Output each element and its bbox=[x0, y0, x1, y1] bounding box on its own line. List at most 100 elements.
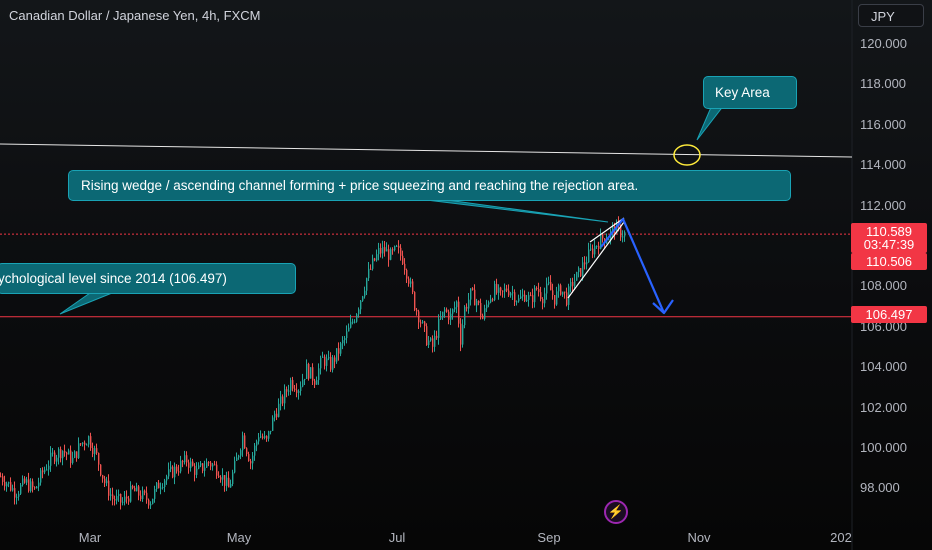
candle-body bbox=[278, 403, 280, 417]
candle-body bbox=[372, 258, 374, 269]
candle-body bbox=[178, 471, 180, 473]
candle-body bbox=[388, 249, 390, 260]
candle-body bbox=[426, 326, 428, 346]
candle-body bbox=[532, 295, 534, 303]
candle-body bbox=[556, 291, 558, 305]
candle-body bbox=[306, 364, 308, 379]
candle-body bbox=[468, 299, 470, 309]
candle-body bbox=[478, 300, 480, 303]
key-area-callout[interactable]: Key Area bbox=[703, 76, 797, 109]
candle-body bbox=[92, 447, 94, 454]
currency-button[interactable]: JPY bbox=[858, 4, 924, 27]
candle-body bbox=[32, 481, 34, 488]
candle-body bbox=[516, 301, 518, 303]
candle-body bbox=[514, 292, 516, 303]
wedge-callout[interactable]: Rising wedge / ascending channel forming… bbox=[68, 170, 791, 201]
candle-body bbox=[274, 413, 276, 418]
candle-body bbox=[424, 321, 426, 327]
candle-body bbox=[194, 465, 196, 475]
candle-body bbox=[56, 457, 58, 462]
wedge-lower-line bbox=[567, 221, 625, 299]
candle-body bbox=[416, 309, 418, 312]
candle-body bbox=[220, 477, 222, 480]
candle-body bbox=[528, 295, 530, 300]
candle-body bbox=[504, 288, 506, 292]
candle-body bbox=[0, 476, 2, 478]
candle-body bbox=[506, 288, 508, 291]
candle-body bbox=[14, 488, 16, 498]
psych-level-callout[interactable]: ychological level since 2014 (106.497) bbox=[0, 263, 296, 294]
candle-body bbox=[522, 294, 524, 297]
candle-body bbox=[270, 430, 272, 432]
candle-body bbox=[586, 262, 588, 265]
candle-body bbox=[598, 245, 600, 249]
candle-body bbox=[284, 389, 286, 404]
candle-body bbox=[234, 460, 236, 473]
candle-body bbox=[100, 464, 102, 476]
candle-body bbox=[444, 309, 446, 312]
candle-body bbox=[344, 338, 346, 341]
candle-body bbox=[124, 496, 126, 502]
candle-body bbox=[450, 313, 452, 320]
candle-body bbox=[260, 436, 262, 438]
candle-body bbox=[400, 247, 402, 256]
time-tick-label: Jul bbox=[388, 530, 406, 545]
price-tick-label: 116.000 bbox=[860, 116, 907, 132]
candle-body bbox=[180, 460, 182, 472]
candle-body bbox=[620, 226, 622, 238]
candle-body bbox=[368, 268, 370, 279]
candle-body bbox=[338, 348, 340, 354]
candle-body bbox=[36, 486, 38, 489]
candle-body bbox=[356, 314, 358, 322]
lightning-bolt-icon[interactable]: ⚡ bbox=[604, 500, 628, 524]
candle-body bbox=[248, 454, 250, 462]
candle-body bbox=[546, 283, 548, 294]
candle-body bbox=[68, 450, 70, 455]
candle-body bbox=[536, 287, 538, 289]
candle-body bbox=[440, 317, 442, 319]
candle-body bbox=[112, 494, 114, 500]
candle-body bbox=[550, 282, 552, 291]
candle-body bbox=[498, 287, 500, 293]
candle-body bbox=[238, 455, 240, 458]
wedge-upper-line bbox=[589, 217, 625, 243]
candle-body bbox=[544, 293, 546, 304]
candle-body bbox=[336, 348, 338, 362]
candle-body bbox=[612, 226, 614, 231]
price-tick-label: 98.000 bbox=[860, 480, 900, 496]
candle-body bbox=[624, 232, 626, 237]
candle-body bbox=[242, 435, 244, 451]
candle-body bbox=[226, 477, 228, 486]
candle-body bbox=[496, 283, 498, 293]
candle-body bbox=[208, 462, 210, 464]
candle-body bbox=[412, 281, 414, 293]
candle-body bbox=[230, 484, 232, 488]
candle-body bbox=[122, 501, 124, 503]
wedge-pointer bbox=[417, 198, 609, 223]
candle-body bbox=[264, 435, 266, 438]
candle-body bbox=[110, 494, 112, 496]
candle-body bbox=[472, 288, 474, 290]
candle-body bbox=[448, 311, 450, 320]
candle-body bbox=[108, 480, 110, 496]
candle-body bbox=[54, 452, 56, 462]
candle-body bbox=[358, 309, 360, 315]
candle-body bbox=[250, 461, 252, 464]
candle-body bbox=[120, 493, 122, 503]
candle-body bbox=[126, 496, 128, 499]
candle-body bbox=[82, 442, 84, 445]
candle-body bbox=[170, 466, 172, 470]
candle-body bbox=[578, 268, 580, 273]
candle-body bbox=[520, 296, 522, 299]
candle-body bbox=[172, 466, 174, 478]
candle-body bbox=[470, 288, 472, 300]
candle-body bbox=[410, 281, 412, 284]
candle-body bbox=[404, 263, 406, 271]
candle-body bbox=[240, 450, 242, 456]
candle-body bbox=[596, 245, 598, 247]
candle-body bbox=[476, 300, 478, 306]
time-tick-label: May bbox=[226, 530, 252, 545]
candle-body bbox=[308, 364, 310, 379]
candle-body bbox=[84, 442, 86, 445]
